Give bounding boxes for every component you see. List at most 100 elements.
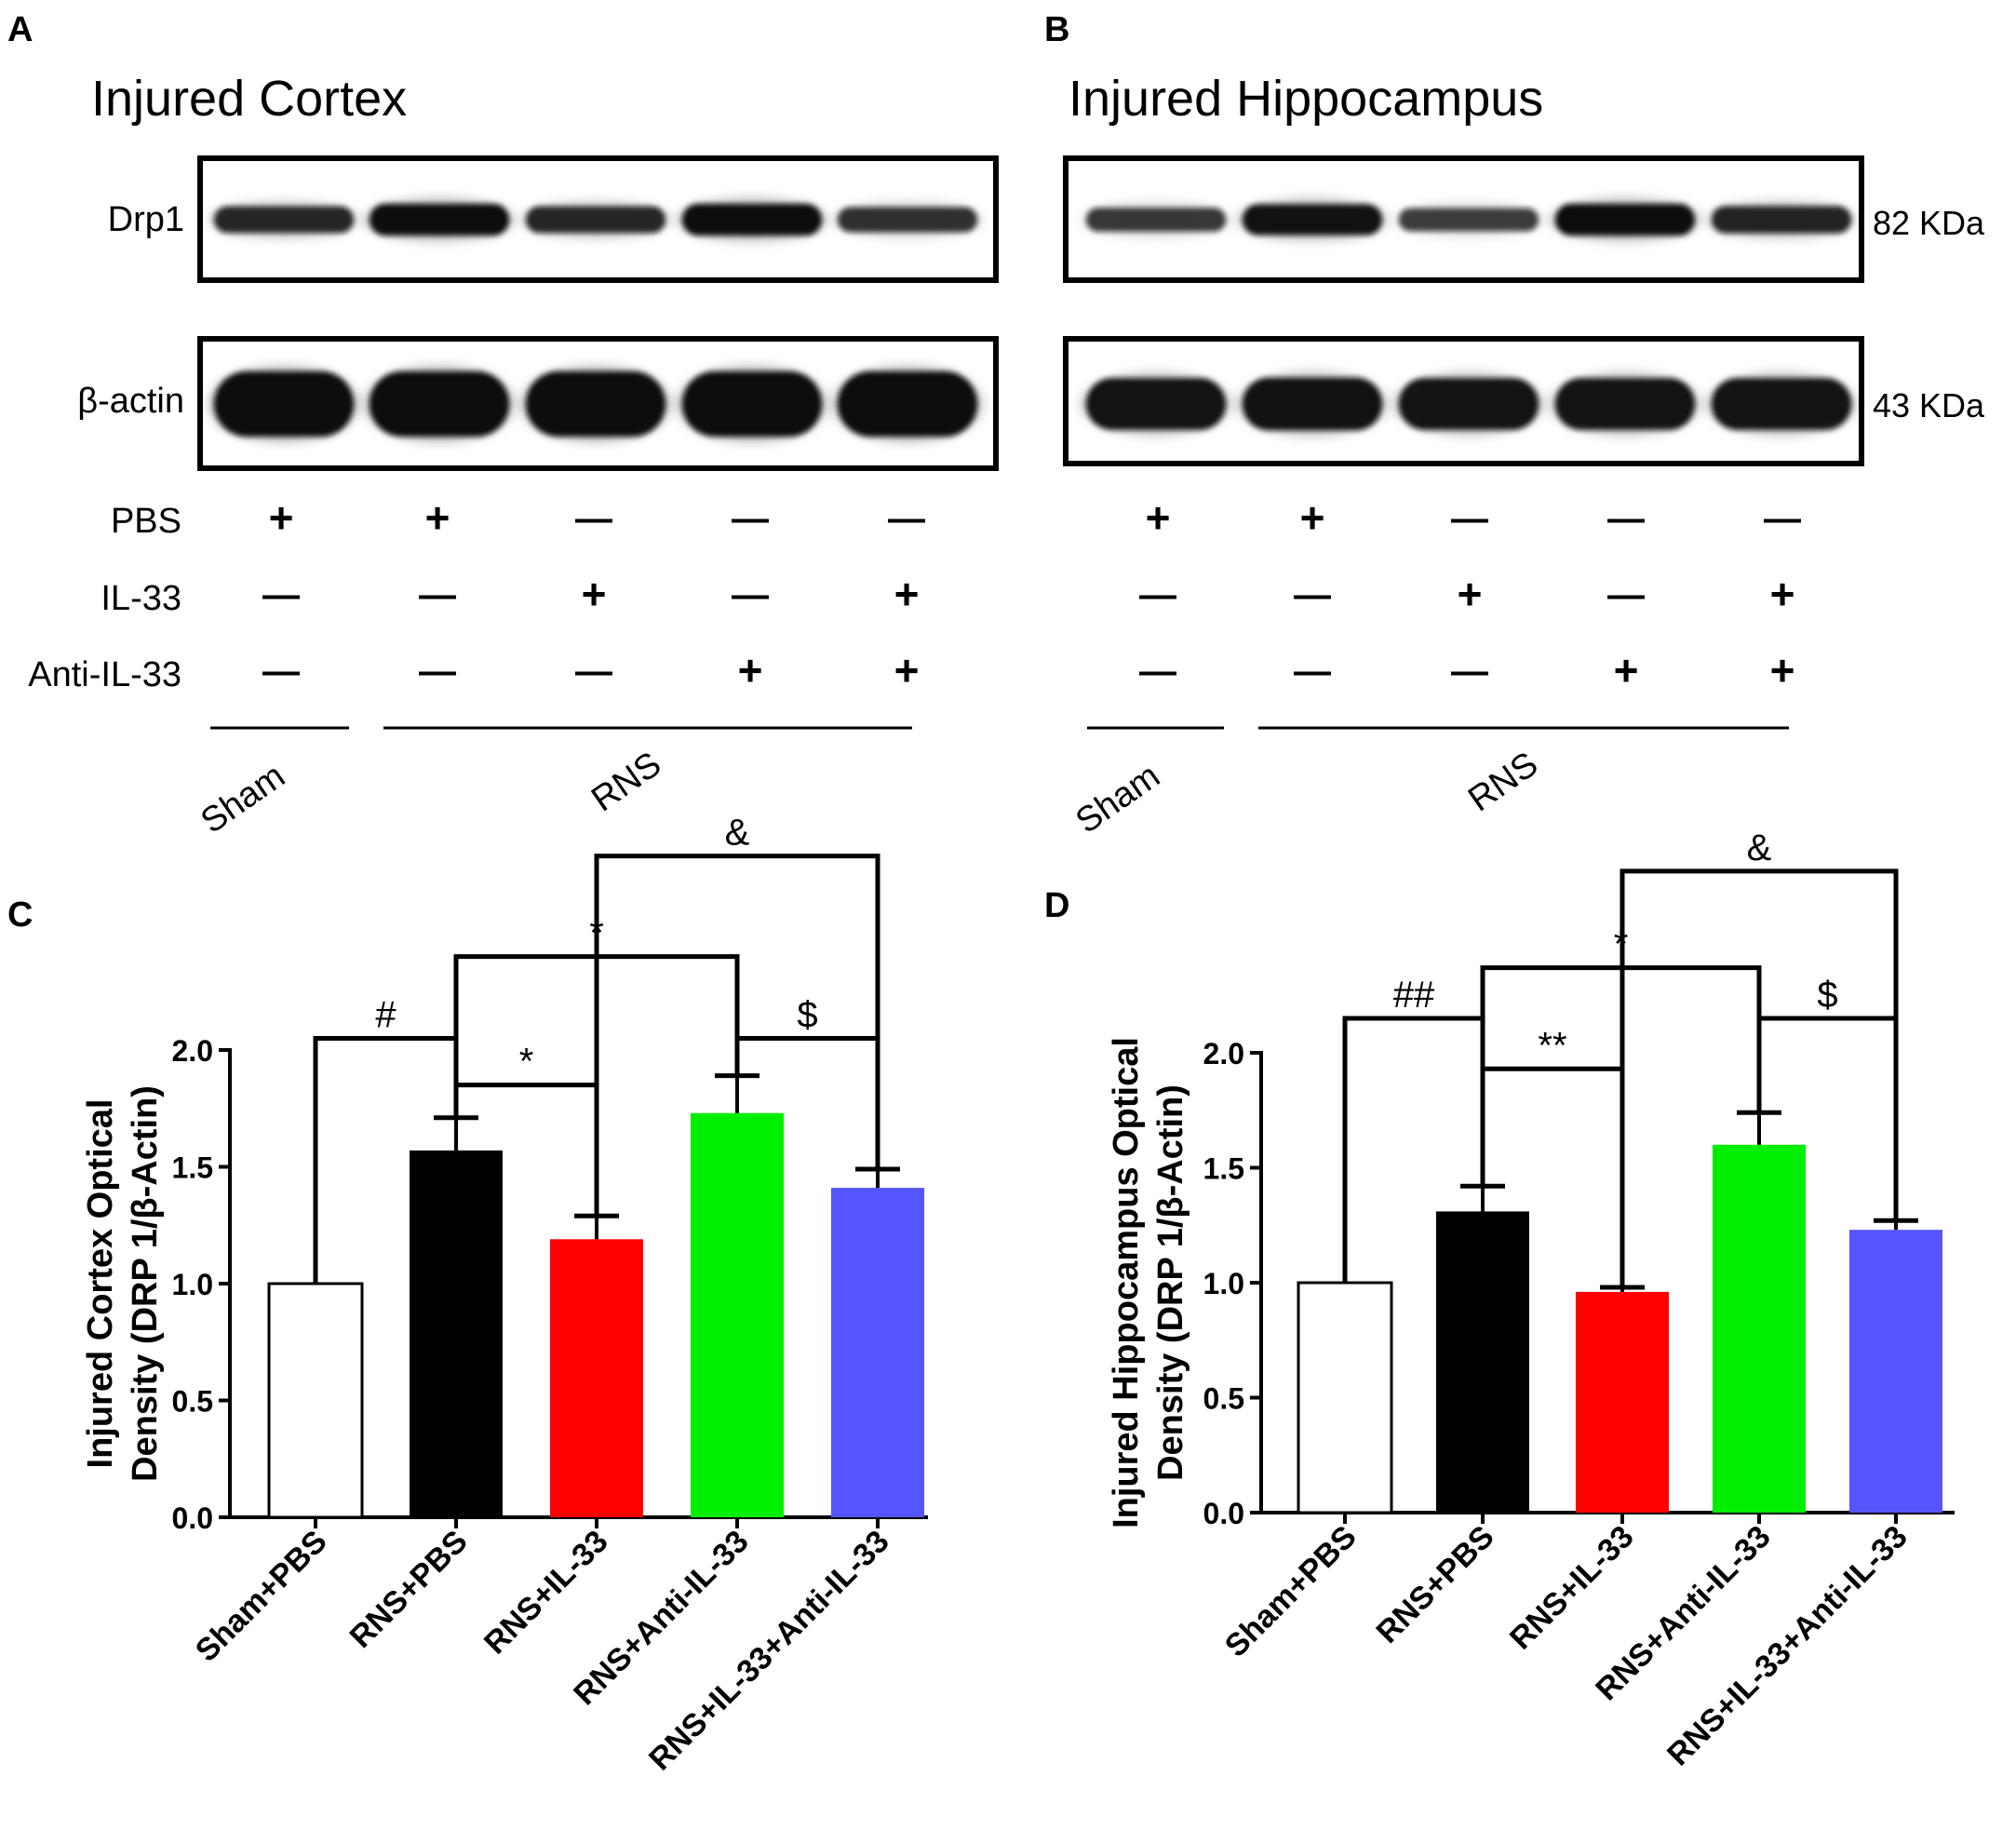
group-label-rns-a: RNS xyxy=(585,745,668,819)
significance-label-2: * xyxy=(519,1042,534,1083)
bar-4 xyxy=(691,1112,784,1517)
mark-b-il33-1: — xyxy=(1139,574,1176,615)
blot-b-actin-band-4 xyxy=(1550,372,1700,436)
x-tick-label-2: RNS+PBS xyxy=(343,1524,475,1655)
y-axis-label: Injured Cortex Optical Density (DRP 1/β-A… xyxy=(81,1085,165,1482)
mark-a-pbs-4: — xyxy=(732,498,769,539)
treatment-label-pbs: PBS xyxy=(111,502,181,541)
bar-3 xyxy=(550,1239,643,1517)
mark-b-il33-4: — xyxy=(1607,574,1645,615)
bar-1 xyxy=(1297,1281,1393,1514)
panel-letter-d: D xyxy=(1044,886,1069,925)
blot-b-drp1-band-3 xyxy=(1393,202,1544,237)
significance-label-5: & xyxy=(725,813,750,854)
chart-cortex: Injured Cortex Optical Density (DRP 1/β-A… xyxy=(81,813,928,1778)
mark-b-anti-il33-5: + xyxy=(1770,646,1795,694)
row-label-drp1: Drp1 xyxy=(108,200,184,239)
y-tick-label-1.0: 1.0 xyxy=(1203,1267,1244,1300)
panel-b-title: Injured Hippocampus xyxy=(1068,71,1543,127)
blot-b-actin-band-2 xyxy=(1237,371,1388,437)
blot-b-drp1-band-4 xyxy=(1550,198,1700,241)
significance-label-5: & xyxy=(1747,828,1772,868)
x-tick-label-5: RNS+IL-33+Anti-IL-33 xyxy=(642,1524,896,1778)
mark-a-il33-1: — xyxy=(262,574,300,615)
mark-a-pbs-3: — xyxy=(575,498,612,539)
mark-a-pbs-2: + xyxy=(425,493,450,542)
y-axis-label-line-1: Injured Hippocampus Optical xyxy=(1107,1037,1146,1528)
bar-1 xyxy=(267,1282,364,1519)
bar-5 xyxy=(1849,1230,1942,1513)
blot-a-actin-band-3 xyxy=(520,366,671,442)
significance-label-1: ## xyxy=(1393,975,1435,1016)
mark-b-il33-2: — xyxy=(1294,574,1331,615)
treatment-marks: + + — — — — — + — + — — — + + + + — — — — — + — + — — — + + xyxy=(262,493,1801,694)
chart-hippocampus: Injured Hippocampus Optical Density (DRP … xyxy=(1107,828,1955,1772)
x-tick-label-1: Sham+PBS xyxy=(189,1524,334,1669)
bar-4 xyxy=(1713,1144,1806,1513)
mark-a-il33-5: + xyxy=(894,570,920,618)
significance-label-4: $ xyxy=(1817,975,1837,1016)
treatment-label-il33: IL-33 xyxy=(101,579,181,618)
mark-a-anti-il33-2: — xyxy=(419,651,456,692)
panel-letter-a: A xyxy=(7,10,33,49)
kda-label-43: 43 KDa xyxy=(1873,386,1985,424)
bar-2 xyxy=(410,1150,503,1517)
blot-b-actin-band-3 xyxy=(1393,372,1544,436)
mark-a-anti-il33-1: — xyxy=(262,651,300,692)
blot-a-drp1-band-5 xyxy=(832,201,983,238)
mark-b-pbs-4: — xyxy=(1607,498,1645,539)
significance-label-4: $ xyxy=(797,994,817,1035)
blot-bands xyxy=(208,198,1857,442)
bar-3 xyxy=(1576,1291,1669,1513)
mark-a-pbs-1: + xyxy=(269,493,294,542)
y-tick-label-0.5: 0.5 xyxy=(172,1385,213,1419)
mark-a-anti-il33-3: — xyxy=(575,651,612,692)
mark-b-anti-il33-4: + xyxy=(1614,646,1639,694)
mark-b-anti-il33-2: — xyxy=(1294,651,1331,692)
mark-b-pbs-2: + xyxy=(1300,493,1325,542)
significance-label-2: ** xyxy=(1538,1025,1566,1066)
bar-2 xyxy=(1436,1211,1529,1513)
y-axis-label-line-1: Injured Cortex Optical xyxy=(81,1099,120,1469)
y-axis-label-line-2: Density (DRP 1/β-Actin) xyxy=(126,1085,165,1482)
blot-a-drp1-band-4 xyxy=(677,198,827,241)
blot-a-actin-band-2 xyxy=(364,366,515,442)
mark-b-pbs-1: + xyxy=(1146,493,1171,542)
mark-a-pbs-5: — xyxy=(888,498,925,539)
y-tick-label-1.0: 1.0 xyxy=(172,1268,213,1301)
bar-5 xyxy=(831,1188,924,1517)
y-tick-label-0.0: 0.0 xyxy=(172,1501,213,1535)
y-tick-label-2.0: 2.0 xyxy=(1203,1037,1244,1070)
y-axis-label-line-2: Density (DRP 1/β-Actin) xyxy=(1151,1084,1190,1481)
mark-b-il33-3: + xyxy=(1458,570,1483,618)
mark-a-anti-il33-4: + xyxy=(738,646,763,694)
y-tick-label-1.5: 1.5 xyxy=(172,1151,213,1185)
blot-a-drp1-band-2 xyxy=(364,198,515,241)
panel-letter-c: C xyxy=(7,895,33,935)
x-tick-label-1: Sham+PBS xyxy=(1218,1519,1364,1664)
significance-bracket-5 xyxy=(1620,868,1899,1287)
x-tick-label-2: RNS+PBS xyxy=(1370,1519,1501,1650)
blot-b-drp1-band-1 xyxy=(1081,202,1231,237)
kda-label-82: 82 KDa xyxy=(1873,204,1985,242)
y-tick-label-2.0: 2.0 xyxy=(172,1034,213,1068)
blot-a-actin-band-5 xyxy=(832,366,983,442)
mark-b-anti-il33-1: — xyxy=(1139,651,1176,692)
significance-label-1: # xyxy=(375,994,396,1035)
group-label-sham-a: Sham xyxy=(194,756,291,841)
y-axis-label: Injured Hippocampus Optical Density (DRP … xyxy=(1107,1037,1190,1528)
mark-b-il33-5: + xyxy=(1770,570,1795,618)
mark-a-il33-2: — xyxy=(419,574,456,615)
mark-a-il33-3: + xyxy=(582,570,607,618)
significance-bracket-5 xyxy=(594,854,880,1217)
x-tick-label-3: RNS+IL-33 xyxy=(1503,1519,1641,1657)
blot-b-drp1-band-2 xyxy=(1237,198,1388,241)
blot-a-drp1-band-1 xyxy=(208,200,359,239)
x-tick-label-3: RNS+IL-33 xyxy=(477,1524,615,1662)
panel-letter-b: B xyxy=(1044,10,1069,49)
mark-a-anti-il33-5: + xyxy=(894,646,920,694)
blot-a-actin-band-1 xyxy=(208,366,359,442)
y-tick-label-0.0: 0.0 xyxy=(1203,1497,1244,1530)
blot-b-actin-band-1 xyxy=(1081,372,1231,436)
